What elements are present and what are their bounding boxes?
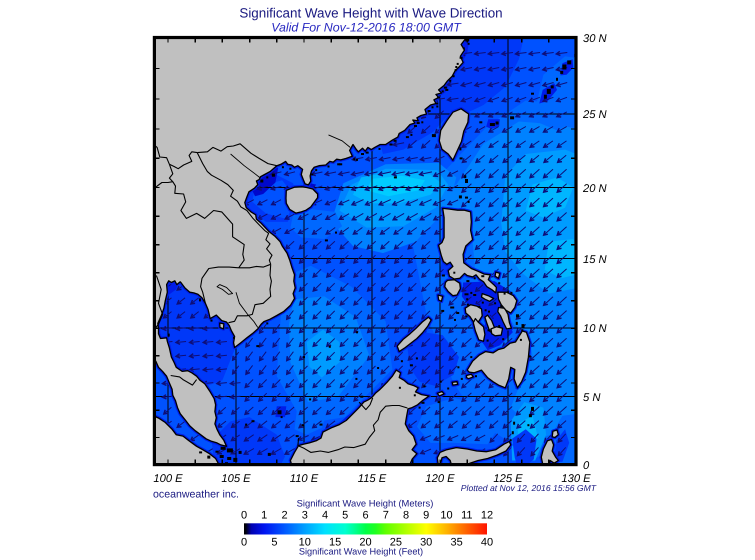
svg-text:25 N: 25 N bbox=[582, 109, 608, 121]
svg-text:30: 30 bbox=[420, 537, 432, 549]
svg-text:20: 20 bbox=[359, 537, 371, 549]
svg-text:30 N: 30 N bbox=[583, 33, 608, 45]
svg-text:10 N: 10 N bbox=[583, 323, 608, 335]
svg-text:Plotted at Nov 12, 2016 15:56: Plotted at Nov 12, 2016 15:56 GMT bbox=[461, 483, 597, 493]
svg-text:0: 0 bbox=[241, 510, 247, 522]
svg-text:5: 5 bbox=[342, 510, 348, 522]
svg-text:Valid For Nov-12-2016 18:00 GM: Valid For Nov-12-2016 18:00 GMT bbox=[271, 21, 462, 35]
svg-text:4: 4 bbox=[322, 510, 328, 522]
svg-text:5 N: 5 N bbox=[583, 392, 601, 404]
svg-text:1: 1 bbox=[261, 510, 267, 522]
svg-text:9: 9 bbox=[423, 510, 429, 522]
svg-text:40: 40 bbox=[481, 537, 493, 549]
svg-text:15: 15 bbox=[329, 537, 341, 549]
svg-text:110 E: 110 E bbox=[290, 473, 319, 485]
svg-text:10: 10 bbox=[299, 537, 311, 549]
svg-text:11: 11 bbox=[461, 510, 472, 522]
svg-text:130 E: 130 E bbox=[561, 473, 591, 485]
svg-text:8: 8 bbox=[403, 510, 409, 522]
svg-text:115 E: 115 E bbox=[358, 473, 387, 485]
svg-text:Significant Wave Height with W: Significant Wave Height with Wave Direct… bbox=[239, 6, 502, 21]
svg-text:0: 0 bbox=[241, 537, 247, 549]
svg-text:Significant Wave Height (Feet): Significant Wave Height (Feet) bbox=[299, 547, 423, 557]
svg-text:20 N: 20 N bbox=[582, 183, 608, 195]
svg-text:120 E: 120 E bbox=[425, 473, 455, 485]
svg-text:3: 3 bbox=[302, 510, 308, 522]
svg-text:105 E: 105 E bbox=[221, 473, 251, 485]
svg-text:15 N: 15 N bbox=[583, 254, 608, 266]
svg-text:6: 6 bbox=[362, 510, 368, 522]
svg-text:12: 12 bbox=[481, 510, 493, 522]
svg-text:100 E: 100 E bbox=[153, 473, 183, 485]
svg-text:5: 5 bbox=[271, 537, 277, 549]
svg-text:125 E: 125 E bbox=[493, 473, 523, 485]
svg-text:oceanweather inc.: oceanweather inc. bbox=[153, 489, 239, 501]
svg-text:25: 25 bbox=[390, 537, 402, 549]
svg-text:Significant Wave Height (Meter: Significant Wave Height (Meters) bbox=[297, 498, 434, 509]
svg-text:0: 0 bbox=[583, 460, 590, 472]
svg-text:2: 2 bbox=[281, 510, 287, 522]
svg-text:7: 7 bbox=[383, 510, 389, 522]
svg-text:35: 35 bbox=[450, 537, 462, 549]
svg-text:10: 10 bbox=[440, 510, 452, 522]
